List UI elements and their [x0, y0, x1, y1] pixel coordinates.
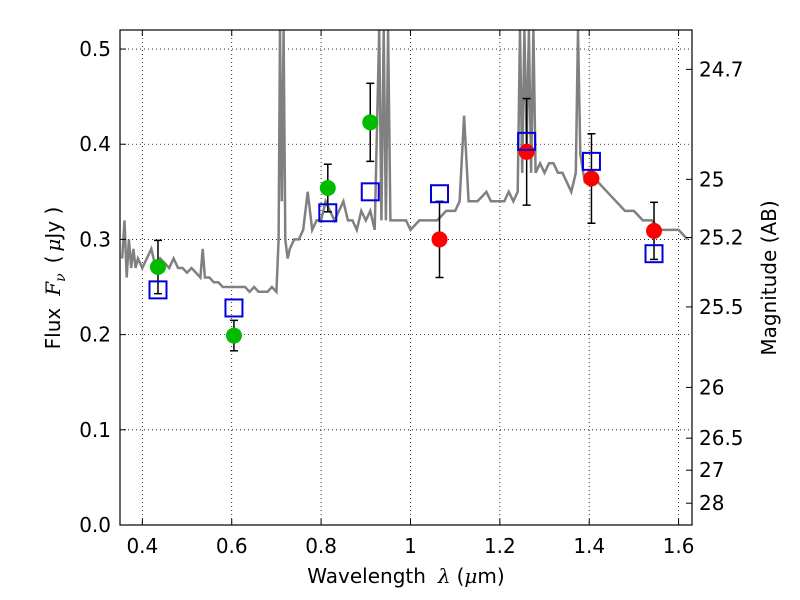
y-tick-label: 0.0 [79, 513, 111, 537]
data-markers [148, 114, 664, 344]
model-photometry-point [318, 203, 338, 223]
model-spectrum-layer [120, 30, 689, 295]
model-photometry-point [517, 131, 537, 151]
x-tick-label: 1.2 [484, 534, 516, 558]
y2-axis-label: Magnitude (AB) [757, 200, 781, 355]
data-point-0 [362, 114, 379, 131]
data-point-1 [583, 170, 600, 187]
model-photometry-point [581, 151, 601, 171]
data-point-0 [319, 180, 336, 197]
data-point-1 [646, 222, 663, 239]
y-tick-label: 0.1 [79, 418, 111, 442]
x-tick-label: 1 [404, 534, 417, 558]
x-ticks: 0.4 0.6 0.8 1 1.2 1.4 1.6 [126, 30, 695, 558]
model-photometry-point [644, 244, 664, 264]
y2-tick-label: 26.5 [699, 426, 744, 450]
y-tick-label: 0.3 [79, 227, 111, 251]
y2-ticks: 24.7 25 25.2 25.5 26 26.5 27 28 [686, 57, 744, 515]
y2-tick-label: 26 [699, 375, 724, 399]
y2-tick-label: 24.7 [699, 57, 744, 81]
data-point-1 [431, 231, 448, 248]
y-ticks: 0.0 0.1 0.2 0.3 0.4 0.5 [79, 37, 126, 537]
data-point-0 [225, 327, 242, 344]
x-tick-label: 0.8 [305, 534, 337, 558]
y2-tick-label: 25.2 [699, 226, 744, 250]
y2-tick-label: 27 [699, 458, 724, 482]
y2-tick-label: 25.5 [699, 295, 744, 319]
axes-frame [119, 29, 693, 526]
x-tick-label: 0.4 [126, 534, 158, 558]
model-photometry-point [360, 182, 380, 202]
model-photometry-point [224, 298, 244, 318]
y-tick-label: 0.2 [79, 323, 111, 347]
data-point-1 [518, 143, 535, 160]
y-tick-label: 0.4 [79, 132, 111, 156]
y-tick-label: 0.5 [79, 37, 111, 61]
model-spectrum-line [120, 30, 689, 295]
model-photometry-point [430, 184, 450, 204]
y2-tick-label: 25 [699, 167, 724, 191]
data-point-0 [149, 259, 166, 276]
y-axis-label: FluxFν(μJy ) [41, 207, 69, 350]
x-tick-label: 0.6 [216, 534, 248, 558]
error-bars [153, 82, 659, 352]
plot-frame [119, 29, 693, 526]
model-photometry-point [148, 280, 168, 300]
x-axis-label: Wavelength λ (μm) [307, 564, 504, 588]
x-tick-label: 1.6 [663, 534, 695, 558]
y2-tick-label: 28 [699, 491, 724, 515]
x-tick-label: 1.4 [573, 534, 605, 558]
